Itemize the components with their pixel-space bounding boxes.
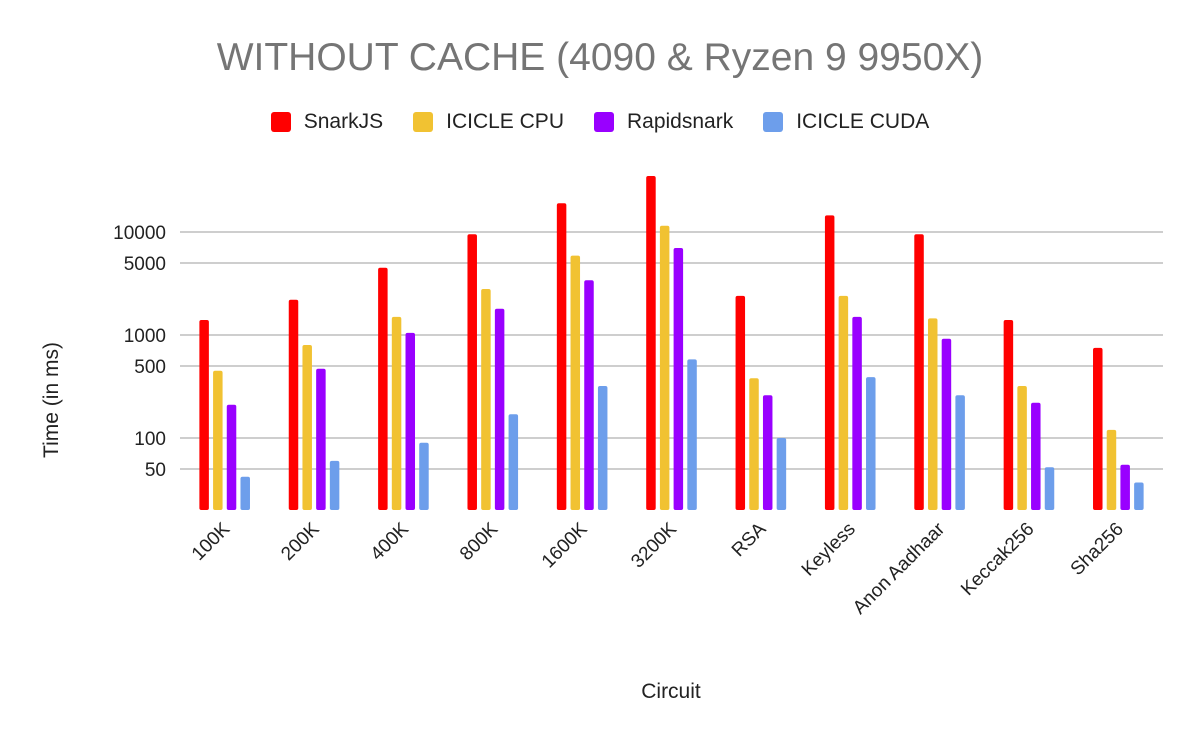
bar-keccak256-snarkjs bbox=[1003, 319, 1014, 510]
bar-400k-rapidsnark bbox=[405, 332, 416, 510]
bar-anon-aadhaar-icicle-cuda bbox=[955, 395, 965, 510]
legend: SnarkJS ICICLE CPU Rapidsnark ICICLE CUDA bbox=[0, 110, 1200, 134]
bar-200k-icicle-cuda bbox=[329, 460, 340, 510]
bar-sha256-rapidsnark bbox=[1120, 464, 1130, 510]
bar-100k-icicle-cpu bbox=[213, 370, 223, 510]
legend-label: SnarkJS bbox=[303, 110, 384, 133]
bar-keccak256-icicle-cpu bbox=[1017, 385, 1027, 510]
legend-label: Rapidsnark bbox=[626, 110, 734, 133]
y-tick-label: 50 bbox=[145, 460, 166, 481]
x-tick-label: Sha256 bbox=[1067, 519, 1128, 580]
bar-800k-icicle-cuda bbox=[508, 414, 519, 510]
legend-item-1: ICICLE CPU bbox=[413, 110, 564, 134]
bar-400k-icicle-cuda bbox=[419, 442, 429, 510]
x-tick-label: 800K bbox=[456, 518, 502, 564]
bar-3200k-rapidsnark bbox=[673, 247, 684, 510]
bar-keyless-snarkjs bbox=[824, 215, 835, 510]
bar-keyless-icicle-cuda bbox=[866, 377, 876, 510]
x-tick-label: Anon Aadhaar bbox=[849, 518, 949, 618]
bar-rsa-rapidsnark bbox=[762, 395, 773, 510]
y-tick-label: 5000 bbox=[124, 254, 166, 275]
legend-label: ICICLE CPU bbox=[446, 110, 564, 133]
y-tick-label: 500 bbox=[134, 357, 166, 378]
bar-400k-icicle-cpu bbox=[391, 316, 402, 510]
gridlines bbox=[180, 231, 1163, 470]
legend-item-0: SnarkJS bbox=[270, 110, 384, 134]
bar-sha256-icicle-cuda bbox=[1134, 482, 1144, 510]
bar-3200k-snarkjs bbox=[646, 176, 656, 510]
bar-1600k-icicle-cpu bbox=[570, 255, 581, 510]
legend-swatch bbox=[593, 112, 614, 132]
legend-swatch bbox=[413, 112, 434, 132]
x-tick-label: 200K bbox=[277, 518, 323, 564]
legend-item-3: ICICLE CUDA bbox=[763, 110, 929, 134]
bar-rsa-icicle-cuda bbox=[776, 438, 787, 510]
y-axis-ticks: 50 100 500 1000 5000 10000 bbox=[113, 223, 166, 481]
legend-swatch bbox=[763, 112, 784, 132]
bar-1600k-rapidsnark bbox=[584, 280, 594, 510]
legend-item-2: Rapidsnark bbox=[593, 110, 734, 134]
bar-keccak256-icicle-cuda bbox=[1044, 467, 1055, 510]
bar-sha256-snarkjs bbox=[1093, 347, 1103, 510]
bar-anon-aadhaar-icicle-cpu bbox=[927, 318, 938, 510]
bar-200k-rapidsnark bbox=[316, 368, 326, 510]
x-tick-label: 1600K bbox=[538, 518, 592, 572]
legend-swatch bbox=[270, 112, 291, 132]
bar-sha256-icicle-cpu bbox=[1106, 429, 1117, 510]
bar-3200k-icicle-cpu bbox=[659, 225, 670, 510]
chart-title: WITHOUT CACHE (4090 & Ryzen 9 9950X) bbox=[216, 36, 984, 79]
x-tick-label: Keyless bbox=[798, 519, 860, 581]
bar-200k-icicle-cpu bbox=[302, 344, 312, 510]
bar-1600k-snarkjs bbox=[556, 203, 567, 511]
bar-anon-aadhaar-rapidsnark bbox=[941, 338, 952, 510]
x-tick-label: 3200K bbox=[627, 518, 681, 572]
bar-anon-aadhaar-snarkjs bbox=[914, 234, 924, 511]
bar-rsa-snarkjs bbox=[735, 295, 746, 510]
y-tick-label: 1000 bbox=[124, 326, 166, 347]
bar-800k-snarkjs bbox=[467, 234, 477, 511]
bar-100k-icicle-cuda bbox=[240, 476, 250, 510]
bar-1600k-icicle-cuda bbox=[597, 385, 608, 510]
y-tick-label: 100 bbox=[134, 429, 166, 450]
bar-400k-snarkjs bbox=[378, 267, 388, 510]
bar-100k-snarkjs bbox=[199, 319, 209, 510]
x-axis-ticks: 100K 200K 400K 800K 1600K 3200K RSA KeylessAnon… bbox=[188, 518, 1128, 618]
bar-800k-icicle-cpu bbox=[481, 288, 491, 510]
bar-200k-snarkjs bbox=[288, 299, 299, 510]
bar-rsa-icicle-cpu bbox=[749, 378, 759, 510]
bar-100k-rapidsnark bbox=[226, 404, 237, 510]
bar-keyless-rapidsnark bbox=[852, 316, 862, 510]
x-tick-label: 400K bbox=[367, 518, 413, 564]
bars bbox=[199, 176, 1144, 511]
x-tick-label: Keccak256 bbox=[957, 519, 1038, 600]
y-tick-label: 10000 bbox=[113, 223, 166, 244]
legend-label: ICICLE CUDA bbox=[796, 110, 930, 133]
bar-keyless-icicle-cpu bbox=[838, 295, 849, 510]
y-axis-title: Time (in ms) bbox=[40, 342, 63, 458]
x-axis-title: Circuit bbox=[641, 680, 701, 703]
bar-keccak256-rapidsnark bbox=[1031, 402, 1041, 510]
bar-800k-rapidsnark bbox=[494, 308, 505, 510]
x-tick-label: 100K bbox=[188, 518, 234, 564]
bar-3200k-icicle-cuda bbox=[687, 359, 697, 510]
x-tick-label: RSA bbox=[728, 518, 771, 561]
